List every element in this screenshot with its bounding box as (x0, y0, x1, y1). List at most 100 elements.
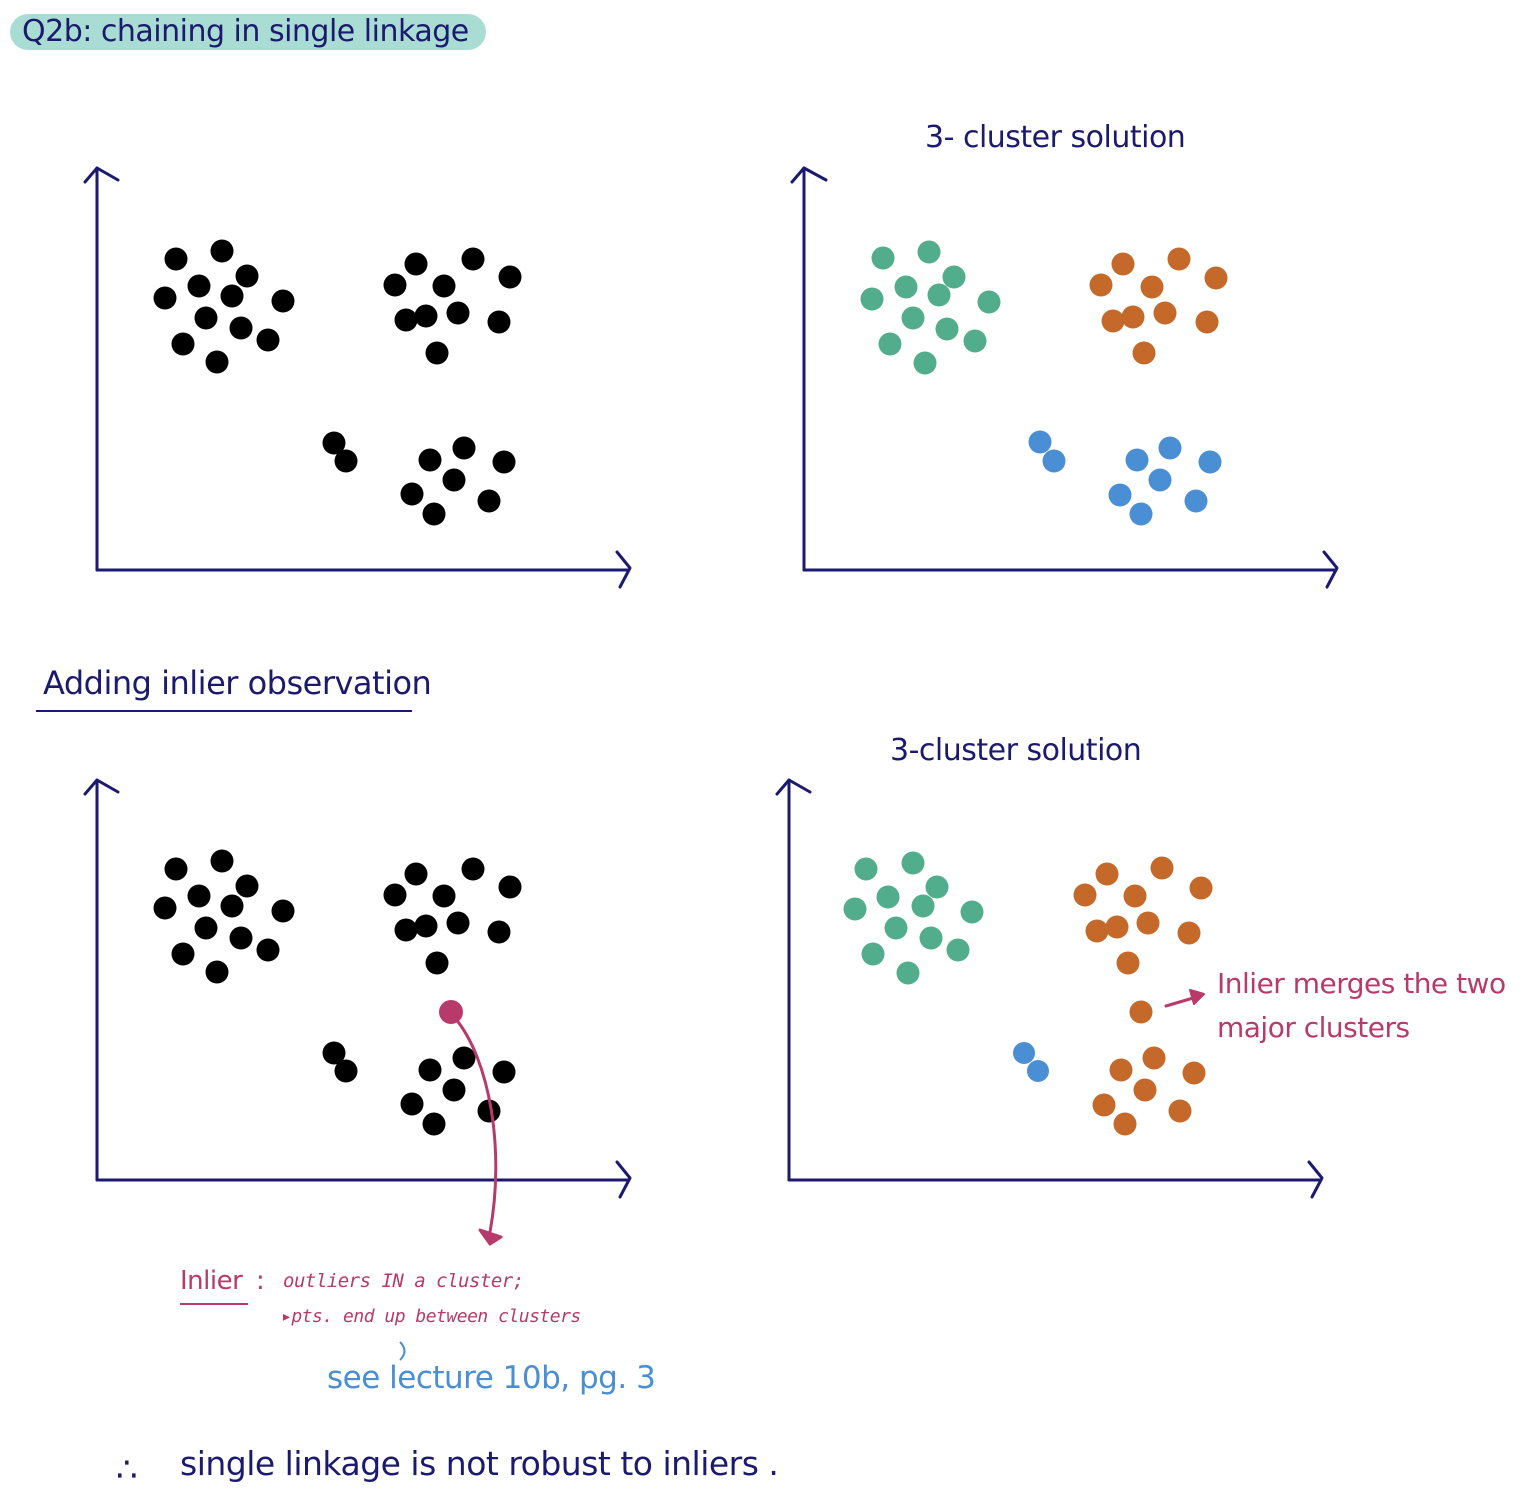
data-point (1121, 305, 1145, 329)
data-point (1182, 1061, 1206, 1085)
inlier-merges-note: Inlier merges the two major clusters (1217, 967, 1506, 1044)
inlier-term-underline (180, 1303, 248, 1305)
data-point (1189, 876, 1213, 900)
data-point (1195, 310, 1219, 334)
data-point (927, 283, 951, 307)
data-point (1073, 883, 1097, 907)
data-point (153, 286, 177, 310)
data-point (164, 247, 188, 271)
data-point (1027, 1060, 1049, 1082)
data-point (925, 875, 949, 899)
data-point (334, 1059, 358, 1083)
points-top-right (860, 240, 1228, 526)
data-point (425, 951, 449, 975)
data-point (901, 306, 925, 330)
data-point (334, 449, 358, 473)
axes-top-left (83, 166, 632, 589)
data-point (171, 332, 195, 356)
section-heading: Adding inlier observation (43, 664, 432, 702)
data-point (383, 273, 407, 297)
data-point (492, 450, 516, 474)
data-point (498, 875, 522, 899)
data-point (913, 351, 937, 375)
data-point (1129, 502, 1153, 526)
data-point (422, 502, 446, 526)
data-point (422, 1112, 446, 1136)
curved-arrow-icon (453, 1016, 503, 1246)
data-point (1133, 1078, 1157, 1102)
data-point (235, 264, 259, 288)
data-point (1198, 450, 1222, 474)
data-point (322, 431, 346, 455)
data-point (220, 284, 244, 308)
page-title: Q2b: chaining in single linkage (22, 14, 469, 49)
data-point (220, 894, 244, 918)
data-point (235, 874, 259, 898)
data-point (977, 290, 1001, 314)
data-point (1142, 1046, 1166, 1070)
inlier-term: Inlier (180, 1266, 243, 1296)
points-top-left (153, 239, 522, 526)
points-bottom-left (153, 849, 522, 1136)
data-point (187, 884, 211, 908)
data-point (917, 240, 941, 264)
data-point (960, 900, 984, 924)
data-point (404, 252, 428, 276)
data-point (935, 317, 959, 341)
data-point (1136, 911, 1160, 935)
data-point (1125, 448, 1149, 472)
data-point (1028, 430, 1052, 454)
data-point (205, 350, 229, 374)
data-point (164, 857, 188, 881)
data-point (414, 304, 438, 328)
data-point (461, 857, 485, 881)
data-point (256, 328, 280, 352)
data-point (171, 942, 195, 966)
data-point (1111, 252, 1135, 276)
data-point (1129, 1000, 1153, 1024)
data-point (425, 341, 449, 365)
data-point (1092, 1093, 1116, 1117)
data-point (210, 239, 234, 263)
data-point (1167, 247, 1191, 271)
data-point (229, 316, 253, 340)
axes-bottom-left (83, 778, 632, 1199)
data-point (194, 306, 218, 330)
data-point (901, 851, 925, 875)
data-point (446, 911, 470, 935)
data-point (1042, 449, 1066, 473)
inlier-definition: outliers IN a cluster; (283, 1270, 524, 1292)
data-point (477, 1099, 501, 1123)
data-point (418, 448, 442, 472)
axes-top-right (790, 166, 1339, 589)
axes-bottom-right (775, 778, 1324, 1199)
data-point (442, 468, 466, 492)
data-point (414, 914, 438, 938)
bottom-right-panel-label: 3-cluster solution (890, 733, 1142, 768)
data-point (404, 862, 428, 886)
data-point (400, 482, 424, 506)
data-point (229, 926, 253, 950)
data-point (492, 1060, 516, 1084)
data-point (461, 247, 485, 271)
data-point (446, 301, 470, 325)
title-highlight (10, 14, 486, 50)
data-point (1153, 301, 1177, 325)
data-point (919, 926, 943, 950)
data-point (911, 894, 935, 918)
data-point (432, 274, 456, 298)
data-point (1013, 1042, 1035, 1064)
data-point (205, 960, 229, 984)
data-point (1148, 468, 1172, 492)
data-point (487, 920, 511, 944)
data-point (1108, 483, 1132, 507)
data-point (843, 897, 867, 921)
therefore-symbol: ∴ (116, 1450, 138, 1490)
arrow-right-icon (1164, 989, 1205, 1008)
data-point (942, 265, 966, 289)
data-point (322, 1041, 346, 1065)
data-point (477, 489, 501, 513)
data-point (187, 274, 211, 298)
data-point (878, 332, 902, 356)
data-point (194, 916, 218, 940)
